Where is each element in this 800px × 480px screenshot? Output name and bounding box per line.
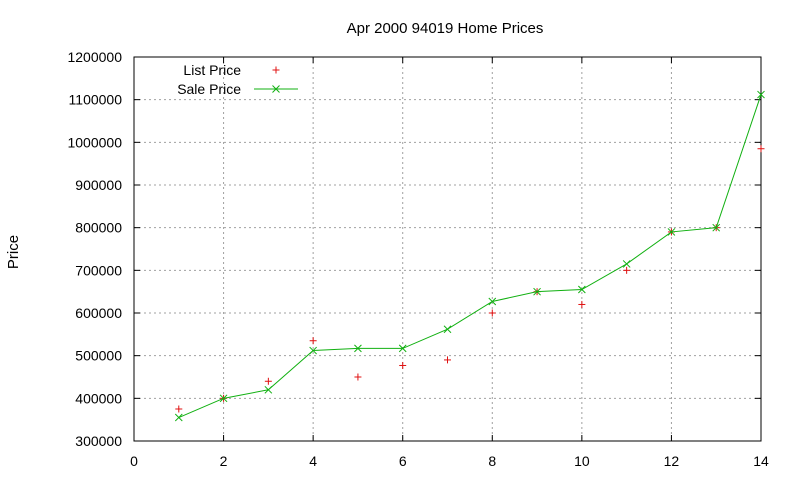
y-tick-label: 1000000: [67, 134, 122, 150]
y-tick-label: 900000: [75, 177, 122, 193]
x-tick-label: 8: [488, 453, 496, 469]
sale-price-point: [309, 346, 317, 355]
sale-price-point: [219, 394, 228, 403]
plot-frame: [133, 56, 762, 442]
sale-price-point: [488, 297, 497, 306]
marker-stroke: [309, 346, 317, 355]
sale-price-point: [533, 287, 541, 296]
y-tick-label: 300000: [75, 433, 122, 449]
list-price-point: [757, 145, 765, 153]
y-tick-label: 500000: [75, 348, 122, 364]
marker-stroke: [488, 297, 497, 306]
sale-price-point: [757, 90, 765, 99]
y-tick-label: 700000: [75, 262, 122, 278]
marker-stroke: [622, 260, 631, 268]
sale-price-point: [622, 260, 631, 268]
series-group: [174, 90, 765, 422]
x-tick-label: 14: [753, 453, 769, 469]
y-tick-label: 1100000: [69, 92, 123, 108]
marker-stroke: [174, 413, 183, 422]
sale-price-line: [178, 94, 762, 418]
marker-stroke: [354, 344, 362, 353]
x-tick-label: 10: [574, 453, 590, 469]
sale-price-series: [174, 90, 765, 422]
list-price-point: [309, 337, 317, 345]
y-axis-label: Price: [5, 235, 22, 269]
sale-price-point: [174, 413, 183, 422]
x-tick-label: 4: [309, 453, 317, 469]
marker-stroke: [578, 285, 586, 294]
x-tick-label: 0: [130, 453, 138, 469]
y-tick-label: 400000: [75, 390, 122, 406]
marker-stroke: [272, 85, 280, 93]
list-price-point: [488, 309, 496, 317]
list-price-point: [175, 405, 183, 413]
marker-stroke: [219, 394, 228, 403]
marker-stroke: [757, 90, 765, 99]
chart-title: Apr 2000 94019 Home Prices: [347, 20, 544, 37]
list-price-point: [623, 266, 631, 274]
legend-marker: [272, 66, 280, 74]
y-tick-label: 1200000: [67, 49, 122, 65]
sale-price-point: [443, 325, 452, 334]
list-price-point: [444, 356, 451, 364]
list-price-point: [578, 300, 586, 308]
list-price-point: [264, 377, 272, 385]
grid: [134, 57, 761, 441]
legend-item-list-price: List Price: [183, 62, 280, 78]
marker-stroke: [712, 223, 721, 232]
legend-item-sale-price: Sale Price: [177, 81, 298, 97]
marker-stroke: [264, 385, 273, 394]
sale-price-point: [667, 228, 676, 236]
list-price-point: [354, 373, 362, 381]
legend-marker: [272, 85, 280, 93]
x-tick-label: 6: [399, 453, 407, 469]
sale-price-point: [264, 385, 273, 394]
y-tick-label: 800000: [75, 220, 122, 236]
sale-price-point: [354, 344, 362, 353]
marker-stroke: [398, 344, 407, 353]
marker-stroke: [533, 287, 541, 296]
y-tick-label: 600000: [75, 305, 122, 321]
marker-stroke: [667, 228, 676, 236]
x-tick-label: 12: [664, 453, 680, 469]
legend-label: List Price: [183, 62, 241, 78]
sale-price-point: [712, 223, 721, 232]
marker-stroke: [443, 325, 452, 334]
axis-ticks: 0 2 4 6 8 10 12 14 300000 400000 500000 600000 70000…: [67, 49, 769, 469]
legend-label: Sale Price: [177, 81, 241, 97]
sale-price-point: [578, 285, 586, 294]
sale-price-point: [398, 344, 407, 353]
x-tick-label: 2: [220, 453, 228, 469]
list-price-point: [399, 361, 407, 369]
legend: List Price Sale Price: [177, 62, 298, 97]
